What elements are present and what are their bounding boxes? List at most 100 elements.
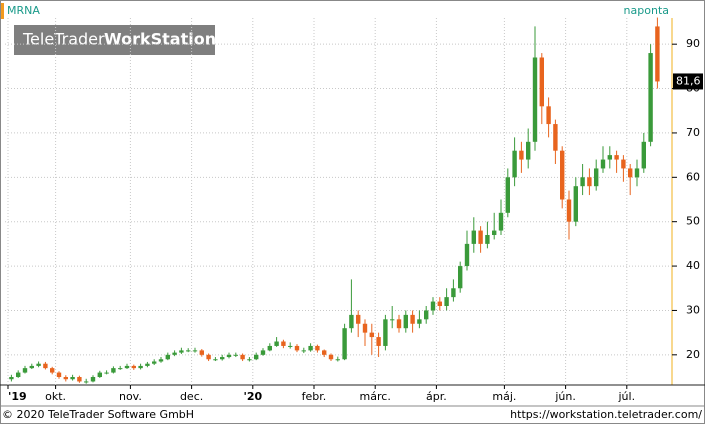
y-tick-label: 60 xyxy=(686,170,700,183)
x-tick-label: dec. xyxy=(180,390,203,403)
candle-body xyxy=(328,354,334,360)
candle-body xyxy=(458,266,463,289)
candle-body xyxy=(288,345,293,347)
candle-body xyxy=(403,314,408,329)
candle-body xyxy=(614,155,619,160)
symbol-marker xyxy=(1,3,4,19)
candle-body xyxy=(199,350,204,355)
candle-body xyxy=(376,337,381,346)
candle-body xyxy=(410,314,415,324)
candle-body xyxy=(430,301,436,311)
candle-body xyxy=(131,365,136,369)
candle-body xyxy=(104,372,109,374)
period: naponta xyxy=(624,4,669,17)
candle-body xyxy=(36,363,41,366)
candle-body xyxy=(260,350,266,355)
candle-body xyxy=(226,354,232,358)
price-label-box xyxy=(673,73,703,90)
candle-body xyxy=(492,230,497,236)
candle-body xyxy=(444,297,449,307)
y-tick-label: 50 xyxy=(686,215,700,228)
candle-body xyxy=(396,319,402,329)
candle-body xyxy=(369,332,374,338)
candle-body xyxy=(206,354,211,360)
candle-body xyxy=(179,350,184,353)
candle-body xyxy=(16,372,21,378)
candle-body xyxy=(478,230,483,244)
candle-body xyxy=(471,230,476,244)
candle-body xyxy=(464,243,470,267)
candle-body xyxy=(573,186,578,222)
candle-body xyxy=(594,168,599,187)
candle-body xyxy=(546,106,551,125)
candle-body xyxy=(322,350,327,355)
candle-body xyxy=(383,319,388,346)
candle-body xyxy=(519,150,524,160)
y-tick-label: 70 xyxy=(686,126,700,139)
candle-body xyxy=(390,319,395,321)
candle-body xyxy=(362,323,368,333)
candle-body xyxy=(566,199,572,222)
candle-body xyxy=(628,168,633,178)
logo-box xyxy=(14,25,215,55)
x-tick-label: okt. xyxy=(45,390,66,403)
candle-body xyxy=(512,150,517,178)
candle-body xyxy=(560,150,565,200)
x-tick-label: '19 xyxy=(8,390,27,403)
candle-body xyxy=(90,377,96,382)
candle-body xyxy=(301,350,306,352)
candle-body xyxy=(145,363,150,366)
candle-body xyxy=(417,319,422,324)
candle-body xyxy=(342,328,347,360)
candle-body xyxy=(9,377,14,380)
candle-body xyxy=(451,288,456,298)
candle-body xyxy=(356,314,361,324)
candle-body xyxy=(111,368,116,373)
candle-body xyxy=(553,124,558,151)
footer-url: https://workstation.teletrader.com/ xyxy=(510,408,702,421)
candle-body xyxy=(192,350,198,352)
candle-body xyxy=(349,314,354,329)
x-tick-label: nov. xyxy=(119,390,142,403)
candle-body xyxy=(124,365,130,369)
candle-body xyxy=(274,341,279,346)
candle-body xyxy=(437,301,442,307)
candle-body xyxy=(485,235,490,244)
x-tick-label: máj. xyxy=(492,390,516,403)
candle-body xyxy=(539,57,544,107)
candle-body xyxy=(165,354,170,360)
candle-body xyxy=(655,26,660,82)
candle-body xyxy=(152,361,157,364)
candle-body xyxy=(308,345,313,351)
candle-body xyxy=(648,53,653,142)
candle-body xyxy=(186,350,191,352)
candle-body xyxy=(505,177,510,213)
footer-copyright: © 2020 TeleTrader Software GmbH xyxy=(2,408,194,421)
candle-body xyxy=(138,365,143,369)
candle-body xyxy=(335,359,340,361)
y-tick-label: 40 xyxy=(686,259,700,272)
price-label: 81,6 xyxy=(676,74,701,87)
candle-body xyxy=(56,372,62,378)
x-tick-label: febr. xyxy=(302,390,327,403)
logo-text-bold: WorkStation xyxy=(104,30,216,49)
candle-body xyxy=(607,155,612,160)
x-tick-label: ápr. xyxy=(426,390,447,403)
candle-body xyxy=(22,368,28,373)
candle-body xyxy=(498,212,504,231)
x-tick-label: '20 xyxy=(243,390,262,403)
y-tick-label: 20 xyxy=(686,348,700,361)
candle-body xyxy=(220,357,225,360)
logo-text: TeleTrader xyxy=(22,30,105,49)
y-tick-label: 30 xyxy=(686,303,700,316)
candle-body xyxy=(600,159,606,169)
candle-body xyxy=(213,359,218,361)
candle-body xyxy=(254,354,259,360)
candle-body xyxy=(587,177,592,187)
x-tick-label: jún. xyxy=(554,390,576,403)
candle-body xyxy=(315,345,320,351)
candle-body xyxy=(240,354,245,360)
candle-body xyxy=(118,368,123,370)
